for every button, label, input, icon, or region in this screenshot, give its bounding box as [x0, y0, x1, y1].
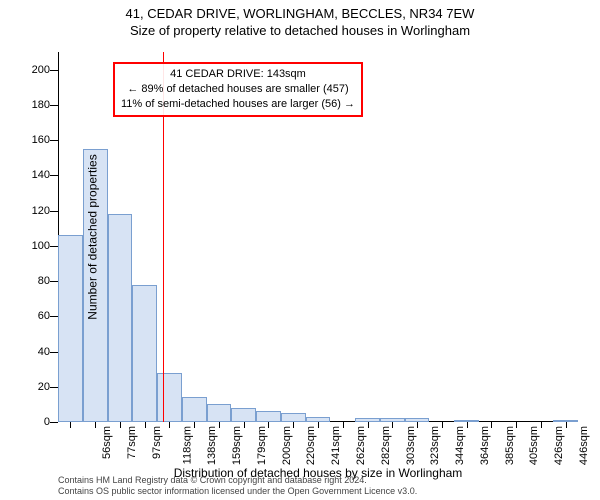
x-tick-label: 179sqm	[256, 426, 268, 465]
x-tick-label: 426sqm	[553, 426, 565, 465]
y-tick-label: 20	[38, 381, 50, 393]
title-sub: Size of property relative to detached ho…	[0, 23, 600, 38]
y-tick	[50, 105, 58, 106]
y-tick-label: 160	[32, 134, 50, 146]
x-tick	[491, 422, 492, 428]
y-tick-label: 40	[38, 346, 50, 358]
chart-titles: 41, CEDAR DRIVE, WORLINGHAM, BECCLES, NR…	[0, 0, 600, 38]
x-tick-label: 364sqm	[479, 426, 491, 465]
y-tick	[50, 422, 58, 423]
x-tick-label: 405sqm	[528, 426, 540, 465]
x-tick-label: 97sqm	[151, 426, 163, 459]
x-tick	[368, 422, 369, 428]
histogram-bar	[281, 413, 306, 422]
x-tick	[244, 422, 245, 428]
x-tick	[219, 422, 220, 428]
x-tick	[145, 422, 146, 428]
x-tick-label: 138sqm	[207, 426, 219, 465]
x-tick	[293, 422, 294, 428]
y-tick	[50, 70, 58, 71]
y-tick	[50, 211, 58, 212]
x-tick	[95, 422, 96, 428]
y-tick-label: 140	[32, 169, 50, 181]
y-tick-label: 0	[44, 416, 50, 428]
histogram-bar	[256, 411, 281, 422]
x-tick	[318, 422, 319, 428]
x-tick	[343, 422, 344, 428]
histogram-bar	[157, 373, 182, 422]
y-tick	[50, 316, 58, 317]
x-tick	[516, 422, 517, 428]
histogram-bar	[58, 235, 83, 422]
histogram-bar	[231, 408, 256, 422]
plot-area: 02040608010012014016018020056sqm77sqm97s…	[58, 52, 578, 422]
y-tick	[50, 175, 58, 176]
x-tick-label: 241sqm	[330, 426, 342, 465]
x-tick-label: 385sqm	[504, 426, 516, 465]
annotation-box: 41 CEDAR DRIVE: 143sqm← 89% of detached …	[113, 62, 363, 117]
x-tick	[268, 422, 269, 428]
x-tick-label: 200sqm	[281, 426, 293, 465]
y-tick	[50, 140, 58, 141]
title-main: 41, CEDAR DRIVE, WORLINGHAM, BECCLES, NR…	[0, 6, 600, 21]
y-tick-label: 60	[38, 310, 50, 322]
annotation-line: 11% of semi-detached houses are larger (…	[121, 97, 355, 112]
x-tick-label: 303sqm	[405, 426, 417, 465]
y-tick-label: 80	[38, 275, 50, 287]
y-tick	[50, 352, 58, 353]
footer-line-1: Contains HM Land Registry data © Crown c…	[58, 475, 417, 486]
y-tick-label: 120	[32, 205, 50, 217]
copyright-footer: Contains HM Land Registry data © Crown c…	[58, 475, 417, 497]
x-tick-label: 323sqm	[429, 426, 441, 465]
y-tick	[50, 246, 58, 247]
x-tick-label: 220sqm	[306, 426, 318, 465]
x-tick	[120, 422, 121, 428]
x-tick	[541, 422, 542, 428]
y-tick	[50, 281, 58, 282]
x-tick-label: 77sqm	[126, 426, 138, 459]
y-tick-label: 200	[32, 64, 50, 76]
x-tick-label: 344sqm	[454, 426, 466, 465]
chart-area: 02040608010012014016018020056sqm77sqm97s…	[58, 52, 578, 422]
histogram-bar	[182, 397, 207, 422]
histogram-bar	[207, 404, 232, 422]
x-tick	[70, 422, 71, 428]
x-tick	[169, 422, 170, 428]
annotation-line: 41 CEDAR DRIVE: 143sqm	[121, 67, 355, 82]
x-tick	[392, 422, 393, 428]
x-tick	[194, 422, 195, 428]
x-tick-label: 262sqm	[355, 426, 367, 465]
footer-line-2: Contains OS public sector information li…	[58, 486, 417, 497]
x-tick-label: 446sqm	[578, 426, 590, 465]
x-tick-label: 282sqm	[380, 426, 392, 465]
y-tick	[50, 387, 58, 388]
y-tick-label: 100	[32, 240, 50, 252]
histogram-bar	[108, 214, 133, 422]
x-tick-label: 56sqm	[101, 426, 113, 459]
x-tick-label: 118sqm	[181, 426, 193, 464]
x-tick	[417, 422, 418, 428]
histogram-bar	[132, 285, 157, 422]
x-tick-label: 159sqm	[231, 426, 243, 465]
y-axis-label: Number of detached properties	[86, 154, 100, 319]
y-tick-label: 180	[32, 99, 50, 111]
x-tick	[566, 422, 567, 428]
x-tick	[467, 422, 468, 428]
x-tick	[442, 422, 443, 428]
annotation-line: ← 89% of detached houses are smaller (45…	[121, 82, 355, 97]
